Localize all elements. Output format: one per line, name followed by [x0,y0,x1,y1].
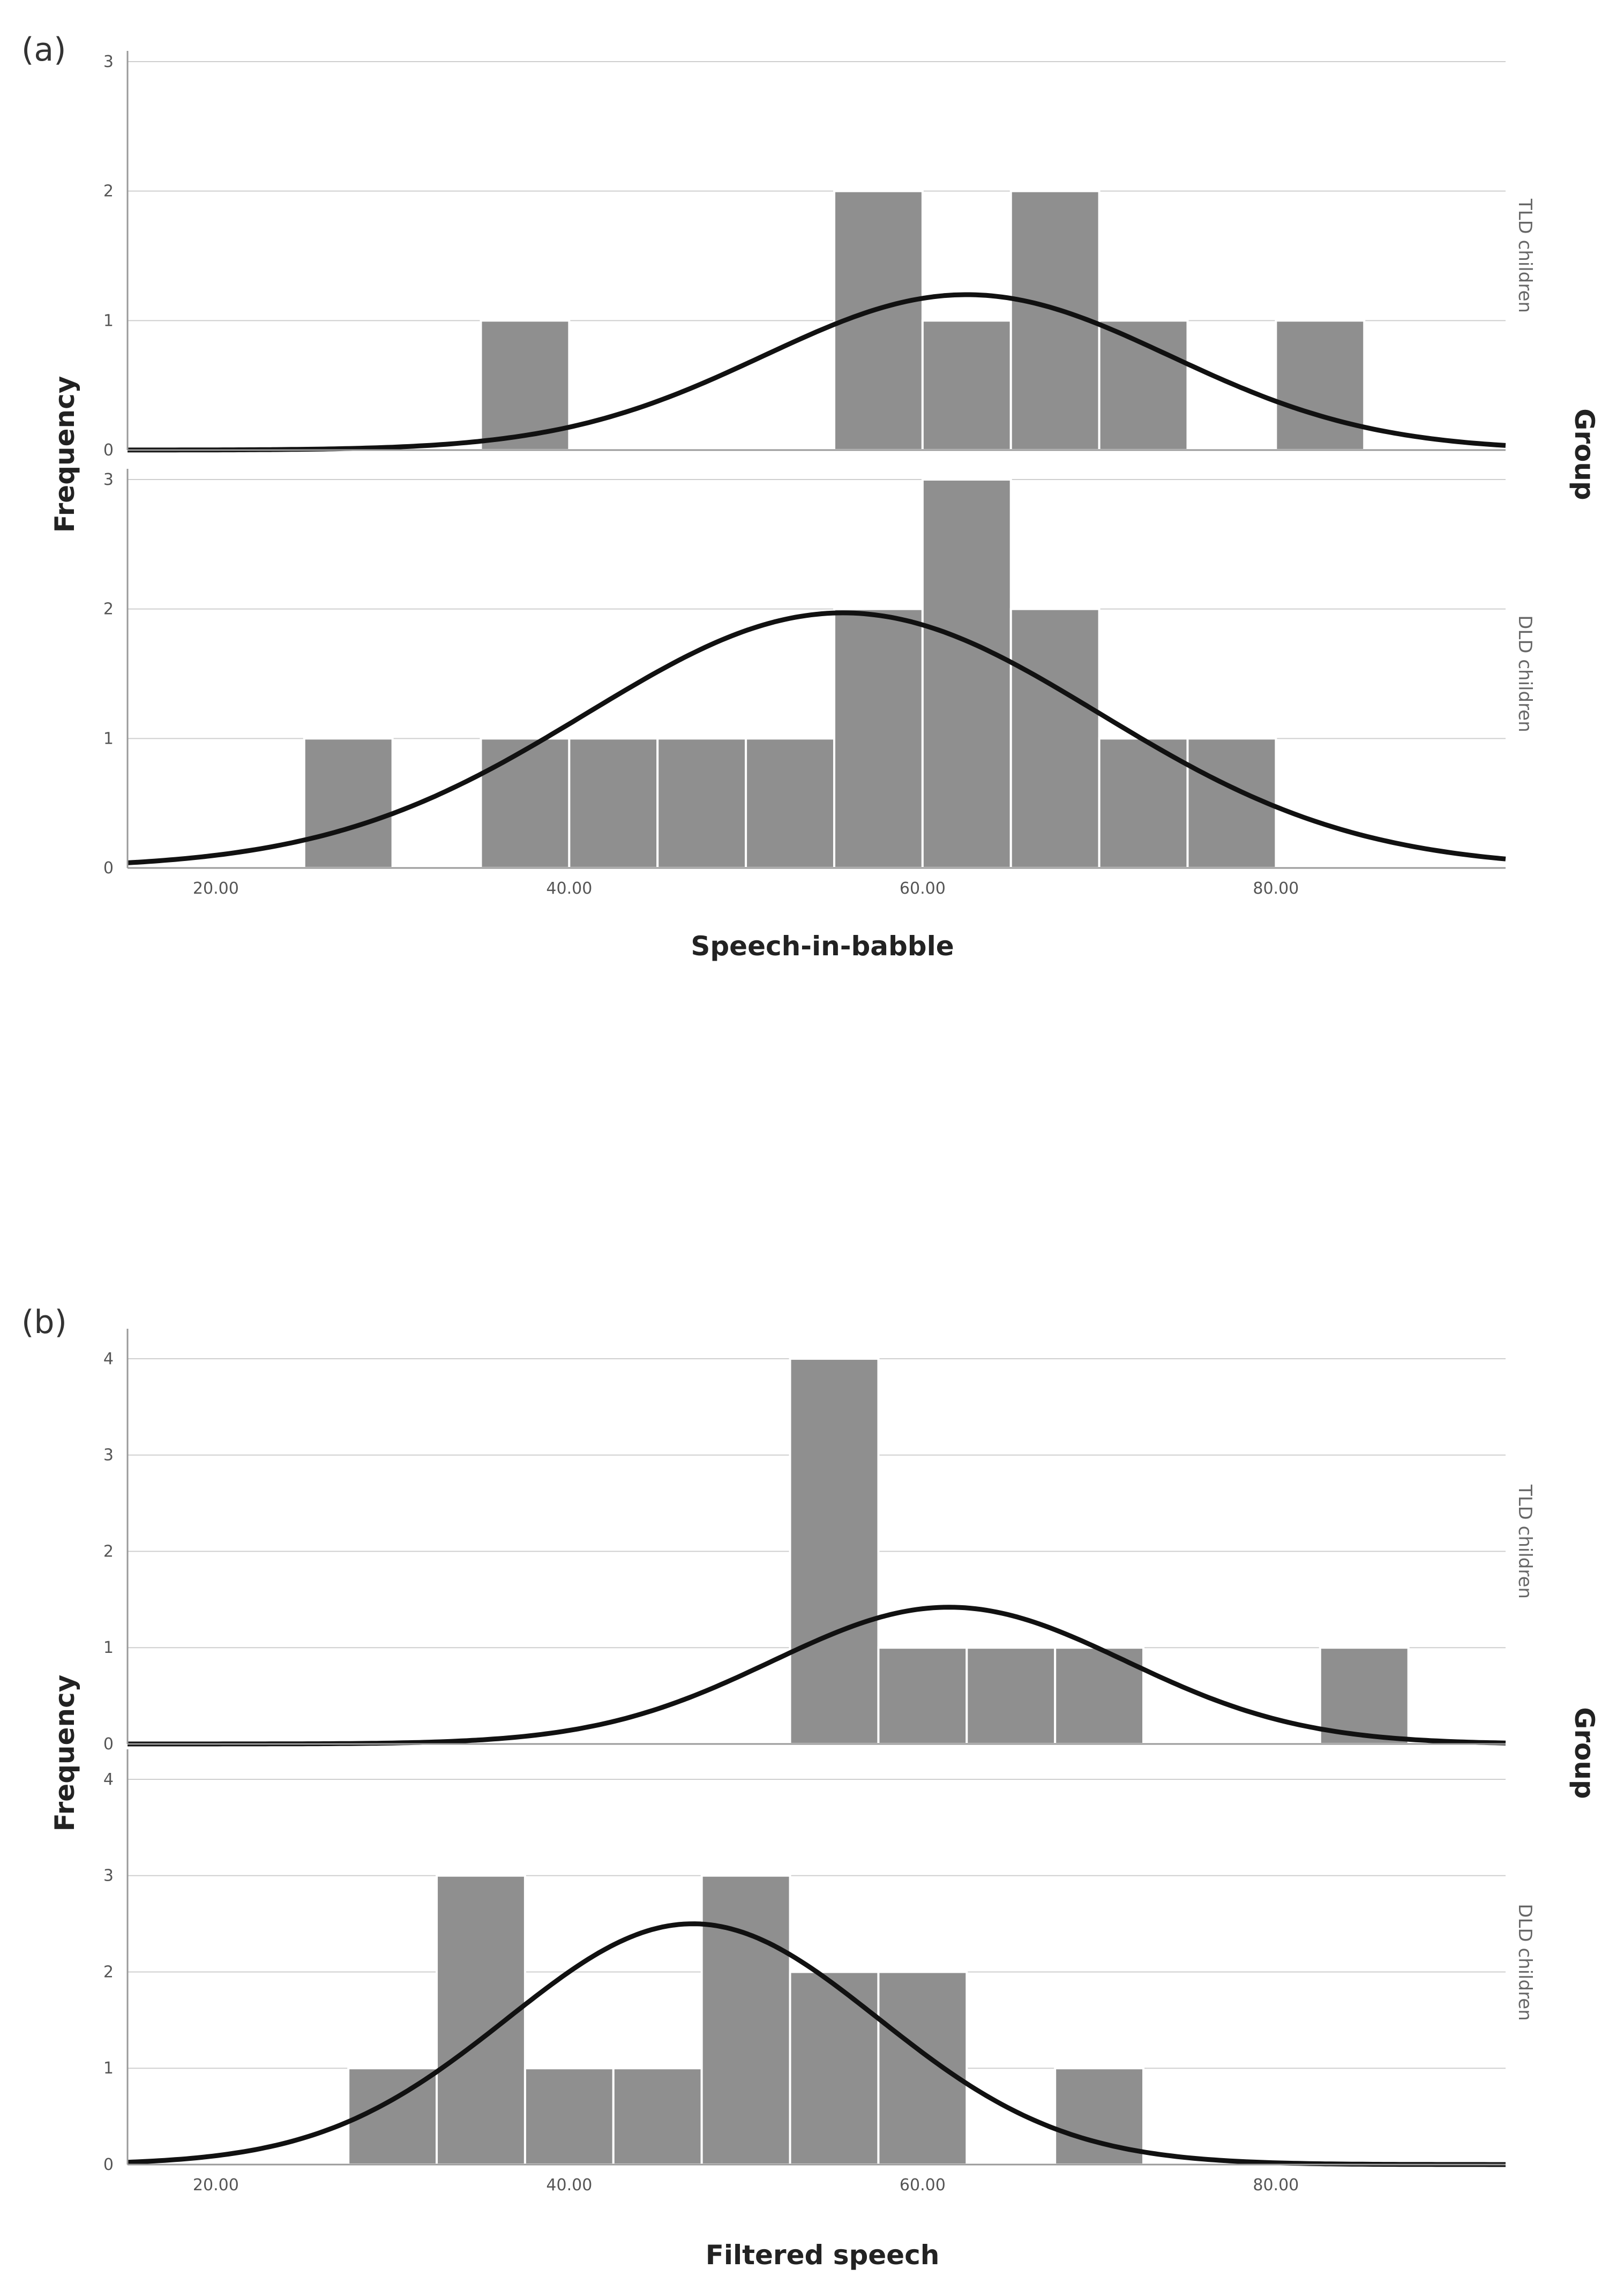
y-tick-label-facet1-0: 0 [103,441,114,460]
histogram-bar-facet1-2 [877,1646,968,1745]
y-tick-label-facet2-1: 1 [103,2059,114,2078]
x-tick-label-60: 60.00 [900,879,946,898]
histogram-bar-facet2-4 [656,737,747,870]
histogram-bar-facet2-3 [523,2067,615,2166]
histogram-bar-facet2-1 [303,737,394,870]
group-strip-label-facet1: TLD children [1514,1484,1536,1599]
panel-label-b: (b) [21,1304,67,1341]
histogram-bar-facet1-6 [1275,319,1366,451]
y-tick-label-facet2-2: 2 [103,600,114,619]
y-tick-label-facet2-3: 3 [103,1867,114,1885]
chart-b-axes [126,1329,1506,2166]
chart-a-y-ticks: 0 1 2 3 0 1 2 3 [103,53,114,878]
y-tick-label-facet1-1: 1 [103,1638,114,1657]
y-tick-label-facet2-4: 4 [103,1770,114,1789]
x-tick-label-40: 40.00 [546,879,592,898]
histogram-bar-facet1-3 [921,319,1012,451]
normal-curve-facet2 [127,610,1506,865]
y-tick-label-facet2-0: 0 [103,2155,114,2174]
histogram-bar-facet2-5 [700,1874,791,2166]
chart-b-y-ticks: 0 1 2 3 4 0 1 2 3 4 [103,1350,114,2174]
chart-a-x-ticks: 20.00 40.00 60.00 80.00 [193,879,1299,898]
histogram-bar-facet1-3 [966,1646,1057,1745]
y-tick-label-facet2-0: 0 [103,859,114,878]
histogram-bar-facet2-2 [480,737,571,870]
x-tick-label-60: 60.00 [900,2176,946,2195]
histogram-bar-facet1-1 [789,1357,880,1745]
chart-a-group-label: Group [1569,408,1600,500]
chart-a-x-axis-label: Speech-in-babble [691,931,954,962]
y-tick-label-facet1-2: 2 [103,1542,114,1561]
histogram-bar-facet2-6 [833,608,924,869]
histogram-bar-facet2-10 [1186,737,1277,870]
y-tick-label-facet2-1: 1 [103,729,114,748]
x-tick-label-20: 20.00 [193,879,239,898]
chart-b-group-label: Group [1569,1707,1600,1799]
histogram-bar-facet2-4 [612,2067,703,2166]
x-tick-label-80: 80.00 [1253,2176,1299,2195]
chart-a-normal-curves [127,292,1506,865]
group-strip-label-facet2: DLD children [1514,615,1536,732]
histogram-bar-facet2-7 [921,478,1012,869]
normal-curve-facet2 [127,1921,1506,2167]
x-tick-label-80: 80.00 [1253,879,1299,898]
y-tick-label-facet1-1: 1 [103,311,114,330]
y-tick-label-facet1-3: 3 [103,53,114,71]
histogram-bar-facet2-8 [1009,608,1101,869]
chart-b-y-axis-label: Frequency [49,1675,80,1832]
y-tick-label-facet2-3: 3 [103,470,114,489]
group-strip-label-facet1: TLD children [1514,198,1536,313]
chart-a: (a) 0 1 2 3 0 1 2 3 TLD children DLD children 20… [21,31,1600,962]
chart-b-x-axis-label: Filtered speech [706,2240,940,2271]
histogram-bar-facet2-3 [568,737,659,870]
histogram-bar-facet2-5 [745,737,835,870]
histogram-bar-facet1-5 [1098,319,1189,451]
histogram-bar-facet2-7 [877,1971,968,2166]
y-tick-label-facet1-2: 2 [103,182,114,201]
histogram-bar-facet2-2 [436,1874,526,2166]
normal-curve-facet1 [128,292,1506,453]
x-tick-label-40: 40.00 [546,2176,592,2195]
histogram-bar-facet2-6 [789,1971,880,2166]
group-strip-label-facet2: DLD children [1514,1904,1536,2021]
chart-a-y-axis-label: Frequency [49,376,80,533]
chart-b-group-strips: TLD children DLD children [1514,1484,1536,2021]
chart-a-axes [126,51,1506,869]
y-tick-label-facet1-4: 4 [103,1350,114,1368]
x-tick-label-20: 20.00 [193,2176,239,2195]
chart-a-group-strips: TLD children DLD children [1514,198,1536,732]
chart-b-x-ticks: 20.00 40.00 60.00 80.00 [193,2176,1299,2195]
panel-label-a: (a) [21,31,66,69]
y-tick-label-facet1-3: 3 [103,1446,114,1465]
histogram-bar-facet1-5 [1319,1646,1410,1745]
chart-b-bars [347,1357,1410,2166]
chart-a-bars [303,190,1366,870]
y-tick-label-facet1-0: 0 [103,1735,114,1754]
y-tick-label-facet2-2: 2 [103,1963,114,1981]
